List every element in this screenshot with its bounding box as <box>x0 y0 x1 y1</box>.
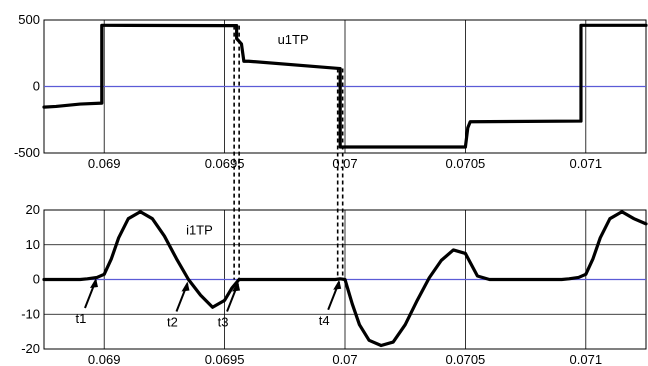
marker-arrowhead <box>89 278 98 289</box>
y-tick-label: 0 <box>33 79 40 94</box>
x-tick-label: 0.0695 <box>205 352 245 366</box>
series-line <box>42 210 648 348</box>
x-tick-label: 0.07 <box>332 156 357 171</box>
current-chart: 0.069 0.0695 0.07 0.0705 0.071 -20 -10 0 10 20 i1T… <box>21 202 648 366</box>
dashed-link-lines <box>233 25 344 280</box>
marker-label: t1 <box>76 311 87 326</box>
y-tick-label: 0 <box>33 272 40 287</box>
x-tick-label: 0.071 <box>570 352 603 366</box>
series-line <box>42 23 648 149</box>
x-tick-label: 0.0705 <box>446 156 486 171</box>
time-markers: t1 t2 t3 t4 <box>76 278 342 330</box>
marker-arrowhead <box>181 281 190 292</box>
y-tick-label: 10 <box>26 237 40 252</box>
marker-arrowhead <box>333 279 342 290</box>
y-tick-label: -20 <box>21 341 40 356</box>
x-tick-label: 0.0705 <box>446 352 486 366</box>
x-tick-label: 0.069 <box>88 156 121 171</box>
y-tick-label: 20 <box>26 202 40 217</box>
marker-arrowhead <box>232 281 241 292</box>
x-tick-label: 0.069 <box>88 352 121 366</box>
marker-label: t4 <box>319 313 330 328</box>
marker-label: t2 <box>167 315 178 330</box>
y-tick-label: -500 <box>14 145 40 160</box>
series-annotation: i1TP <box>186 222 213 237</box>
marker-label: t3 <box>218 315 229 330</box>
y-tick-label: -10 <box>21 306 40 321</box>
y-tick-label: 500 <box>18 12 40 27</box>
x-tick-label: 0.071 <box>570 156 603 171</box>
series-annotation: u1TP <box>278 32 309 47</box>
x-tick-label: 0.07 <box>332 352 357 366</box>
